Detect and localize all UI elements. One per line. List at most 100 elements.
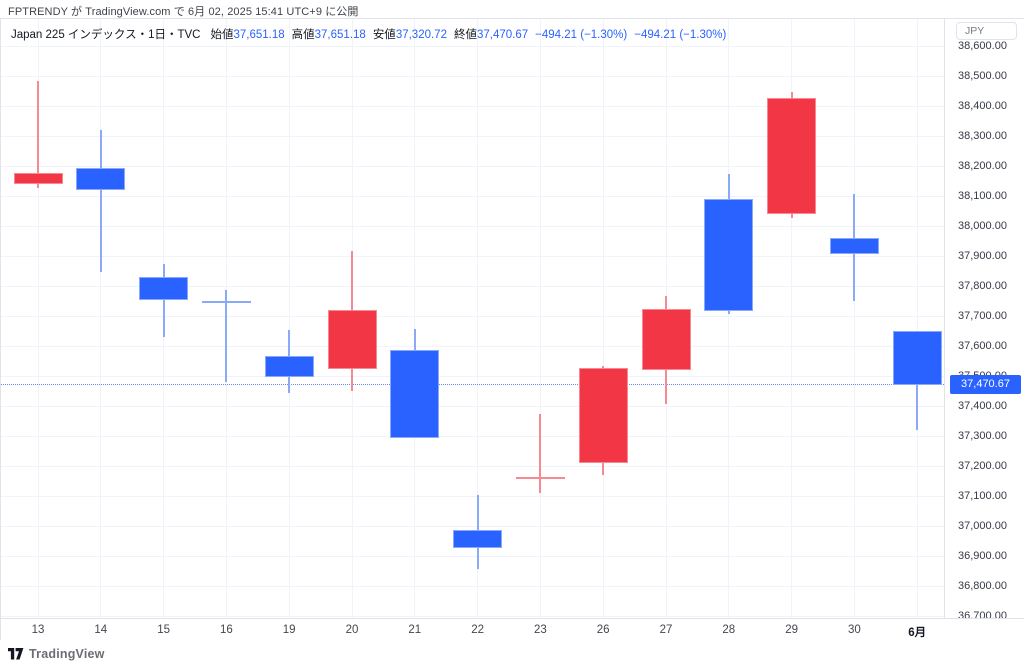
grid-line-vertical [288,19,290,618]
candle-wick [539,414,542,493]
grid-line-vertical [791,19,793,618]
grid-line-vertical [728,19,730,618]
candle-body [264,355,314,377]
price-tick-label: 38,400.00 [958,100,1007,112]
grid-line-horizontal [1,225,944,227]
price-tick-label: 36,900.00 [958,550,1007,562]
attribution-text: FPTRENDY が TradingView.com で 6月 02, 2025… [8,6,359,18]
price-tick-label: 37,800.00 [958,280,1007,292]
grid-line-vertical [602,19,604,618]
price-tick-label: 37,200.00 [958,460,1007,472]
grid-line-vertical [100,19,102,618]
price-pane[interactable]: Japan 225 インデックス・1日・TVC 始値 37,651.18 高値 37… [1,19,944,618]
grid-line-vertical [916,19,918,618]
legend-low: 安値 37,320.72 [373,26,447,42]
grid-line-horizontal [1,555,944,557]
legend-high-label: 高値 [291,29,315,41]
price-tick-label: 36,800.00 [958,580,1007,592]
price-tick-label: 37,100.00 [958,490,1007,502]
time-label: 19 [282,624,296,636]
legend-low-value: 37,320.72 [395,29,447,41]
grid-line-horizontal [1,585,944,587]
price-tick-label: 37,400.00 [958,400,1007,412]
time-label: 23 [533,624,547,636]
legend-open-value: 37,651.18 [233,29,285,41]
price-tick-label: 38,500.00 [958,70,1007,82]
price-tick-label: 37,700.00 [958,310,1007,322]
price-tick-label: 37,300.00 [958,430,1007,442]
grid-line-horizontal [1,345,944,347]
time-label: 14 [94,624,108,636]
candle-body [767,97,817,215]
candle-wick [99,130,102,272]
grid-line-horizontal [1,285,944,287]
time-label: 30 [847,624,861,636]
candle-body [829,237,879,255]
time-label: 22 [471,624,484,636]
grid-line-horizontal [1,495,944,497]
candle-body [704,199,754,311]
grid-line-horizontal [1,45,944,47]
time-label: 26 [596,624,610,636]
grid-line-horizontal [1,315,944,317]
chart-legend[interactable]: Japan 225 インデックス・1日・TVC 始値 37,651.18 高値 37… [11,26,726,42]
candle-body [139,277,189,301]
legend-close-value: 37,470.67 [476,29,529,41]
candle-wick [37,81,39,189]
price-tick-label: 37,600.00 [958,340,1007,352]
price-tick-label: 37,000.00 [958,520,1007,532]
legend-change-pct: −494.21 (−1.30%) [634,29,727,41]
candle-body [76,167,126,191]
currency-toggle-button[interactable]: JPY [956,22,1017,40]
footer: TradingView [0,640,1024,668]
candle-body [578,367,628,463]
candle-body [327,310,377,370]
candle-body [515,477,565,480]
candle-wick [225,290,228,382]
legend-close: 終値 37,470.67 [454,26,528,42]
grid-line-horizontal [1,615,944,617]
grid-line-vertical [539,19,541,618]
candle-wick [162,264,165,337]
grid-line-horizontal [1,195,944,197]
price-tick-label: 38,300.00 [958,130,1007,142]
grid-line-vertical [37,19,39,618]
grid-line-vertical [853,19,855,618]
price-axis[interactable]: JPY 37,470.67 38,600.00 38,500.00 38,400.0… [944,19,1024,641]
legend-open-label: 始値 [210,29,234,41]
grid-line-horizontal [1,375,944,377]
legend-change-abs: −494.21 (−1.30%) [535,29,628,41]
chart-widget: Japan 225 インデックス・1日・TVC 始値 37,651.18 高値 37… [0,18,1024,641]
tradingview-logo[interactable]: TradingView [8,647,105,661]
price-tick-label: 38,100.00 [958,190,1007,202]
price-tick-label: 37,900.00 [958,250,1007,262]
time-label: 27 [659,624,673,636]
time-label: 13 [31,624,45,636]
tradingview-logo-icon [8,648,24,660]
price-tick-label: 38,000.00 [958,220,1007,232]
legend-high-value: 37,651.18 [314,29,366,41]
candle-body [390,349,440,439]
current-price-label: 37,470.67 [950,375,1021,395]
symbol-title[interactable]: Japan 225 インデックス・1日・TVC [11,29,201,41]
grid-line-vertical [477,19,479,618]
candle-body [13,172,63,184]
grid-line-horizontal [1,435,944,437]
legend-low-label: 安値 [372,29,396,41]
legend-close-label: 終値 [453,29,477,41]
time-label: 15 [157,624,170,636]
price-tick-label: 38,600.00 [958,40,1007,52]
time-axis[interactable]: 13 14 15 16 19 20 21 22 23 26 27 28 29 30 6月 [1,618,1024,641]
grid-line-horizontal [1,75,944,77]
time-label: 28 [722,624,736,636]
grid-line-horizontal [1,105,944,107]
grid-line-horizontal [1,165,944,167]
time-label: 16 [219,624,233,636]
tradingview-logo-text: TradingView [29,647,105,661]
legend-high: 高値 37,651.18 [292,26,366,42]
candle-body [201,300,251,303]
time-label: 29 [785,624,798,636]
price-tick-label: 38,200.00 [958,160,1007,172]
grid-line-vertical [414,19,416,618]
